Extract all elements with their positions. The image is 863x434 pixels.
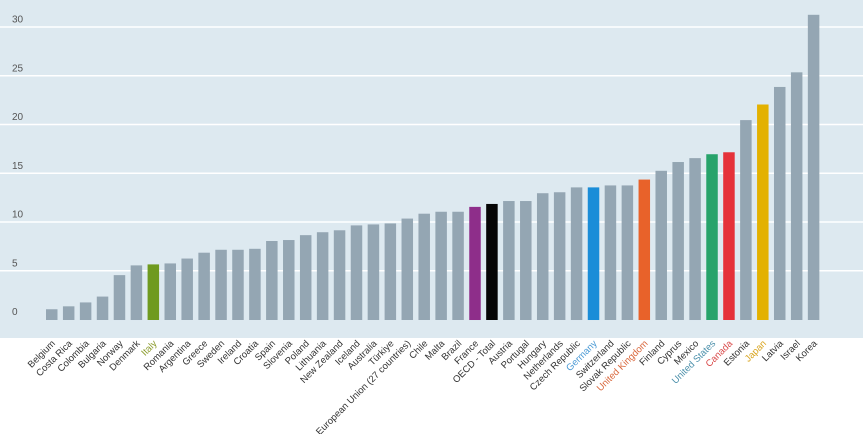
bar-united-kingdom (638, 179, 651, 320)
plot-background (0, 0, 863, 338)
bar-bulgaria (96, 296, 109, 320)
bar-colombia (79, 302, 92, 320)
bar-brazil (452, 211, 464, 320)
bar-mexico (689, 158, 701, 321)
bar-japan (757, 104, 769, 320)
bar-ireland (232, 249, 244, 320)
bar-chile (418, 213, 430, 320)
bar-united-states (706, 154, 718, 320)
y-tick-label-15: 15 (12, 161, 24, 172)
bar-malta (435, 211, 447, 320)
bar-denmark (130, 265, 143, 321)
bar-australia (367, 224, 380, 320)
y-tick-label-5: 5 (12, 258, 18, 269)
bar-netherlands (553, 192, 566, 320)
bar-european-union-27-countries (401, 218, 414, 320)
bar-cyprus (672, 162, 684, 320)
bar-portugal (520, 201, 532, 320)
bar-new-zealand (333, 230, 346, 320)
bars (46, 14, 820, 321)
bar-romania (164, 263, 177, 320)
bar-poland (299, 235, 312, 320)
bar-germany (587, 187, 600, 321)
bar-france (469, 206, 481, 321)
gridlines (0, 26, 863, 272)
bar-austria (503, 201, 515, 320)
bar-norway (113, 275, 126, 321)
bar-lithuania (316, 232, 329, 320)
bar-korea (807, 14, 820, 321)
bar-iceland (350, 225, 363, 320)
bar-canada (723, 152, 735, 320)
bar-israel (790, 72, 803, 320)
bar-costa-rica (62, 306, 75, 320)
bar-t-rkiye (384, 223, 397, 320)
bar-finland (655, 170, 667, 320)
y-tick-label-30: 30 (12, 15, 24, 26)
bar-oecd-total (486, 203, 498, 320)
bar-sweden (215, 249, 227, 320)
bar-belgium (46, 309, 58, 320)
bar-slovak-republic (621, 185, 634, 320)
bar-croatia (249, 248, 261, 320)
bar-latvia (773, 86, 786, 320)
y-tick-label-20: 20 (12, 112, 24, 123)
bar-greece (198, 252, 210, 320)
bar-spain (266, 241, 278, 320)
bar-hungary (536, 193, 549, 320)
y-tick-label-0: 0 (12, 307, 18, 318)
bar-italy (147, 264, 160, 320)
y-tick-label-25: 25 (12, 63, 24, 74)
bar-switzerland (604, 185, 617, 320)
bar-czech-republic (570, 187, 583, 321)
y-axis-tick-labels: 0 5 10 15 20 25 30 (12, 15, 24, 319)
bar-slovenia (283, 240, 295, 320)
bar-estonia (740, 120, 752, 320)
bar-argentina (181, 258, 193, 320)
y-tick-label-10: 10 (12, 210, 24, 221)
